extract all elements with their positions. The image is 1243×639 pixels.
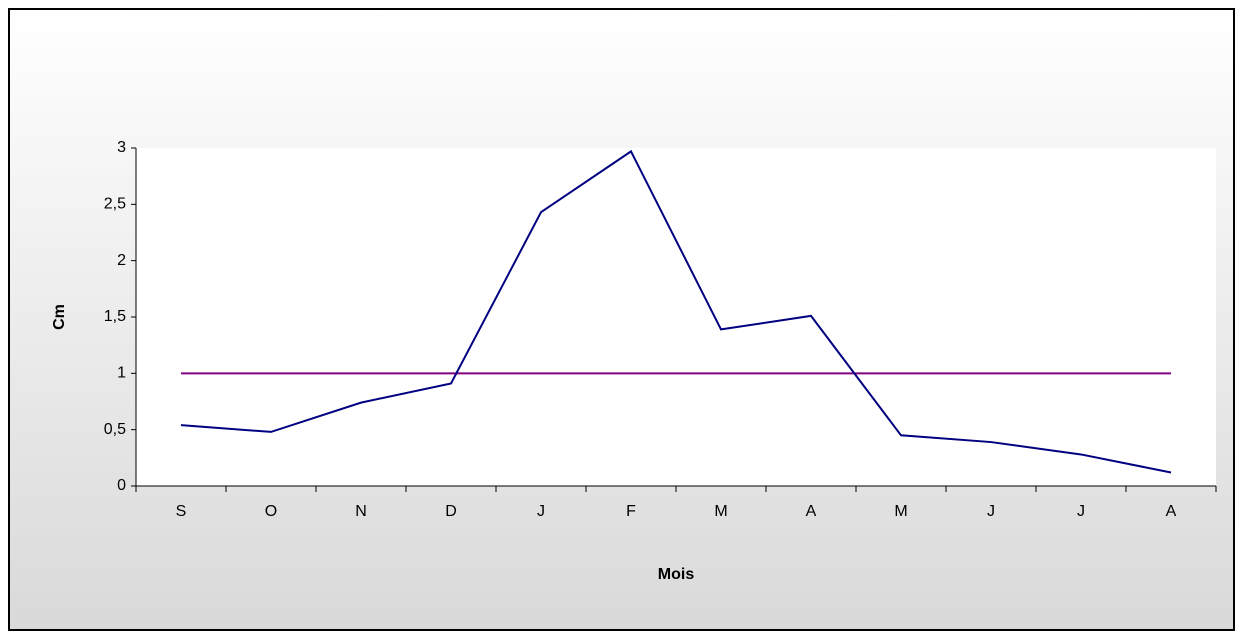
x-tick-label: J <box>537 503 545 520</box>
plot-area <box>136 148 1216 486</box>
x-tick-label: O <box>265 503 277 520</box>
y-tick-label: 2 <box>117 252 126 269</box>
x-tick-label: A <box>1166 503 1177 520</box>
y-tick-label: 0 <box>117 477 126 494</box>
y-tick-label: 1 <box>117 365 126 382</box>
x-tick-label: D <box>445 503 457 520</box>
x-tick-label: M <box>894 503 907 520</box>
x-tick-label: J <box>1077 503 1085 520</box>
y-axis-label: Cm <box>51 304 68 330</box>
x-tick-label: F <box>626 503 636 520</box>
x-tick-label: A <box>806 503 817 520</box>
x-tick-label: N <box>355 503 367 520</box>
data-line <box>180 149 1172 474</box>
y-tick-label: 2,5 <box>104 196 126 213</box>
x-tick-label: M <box>714 503 727 520</box>
x-tick-label: J <box>987 503 995 520</box>
x-axis-label: Mois <box>658 566 695 583</box>
y-tick-label: 0,5 <box>104 421 126 438</box>
y-tick-label: 3 <box>117 139 126 156</box>
x-tick-label: S <box>176 503 187 520</box>
y-tick-label: 1,5 <box>104 308 126 325</box>
